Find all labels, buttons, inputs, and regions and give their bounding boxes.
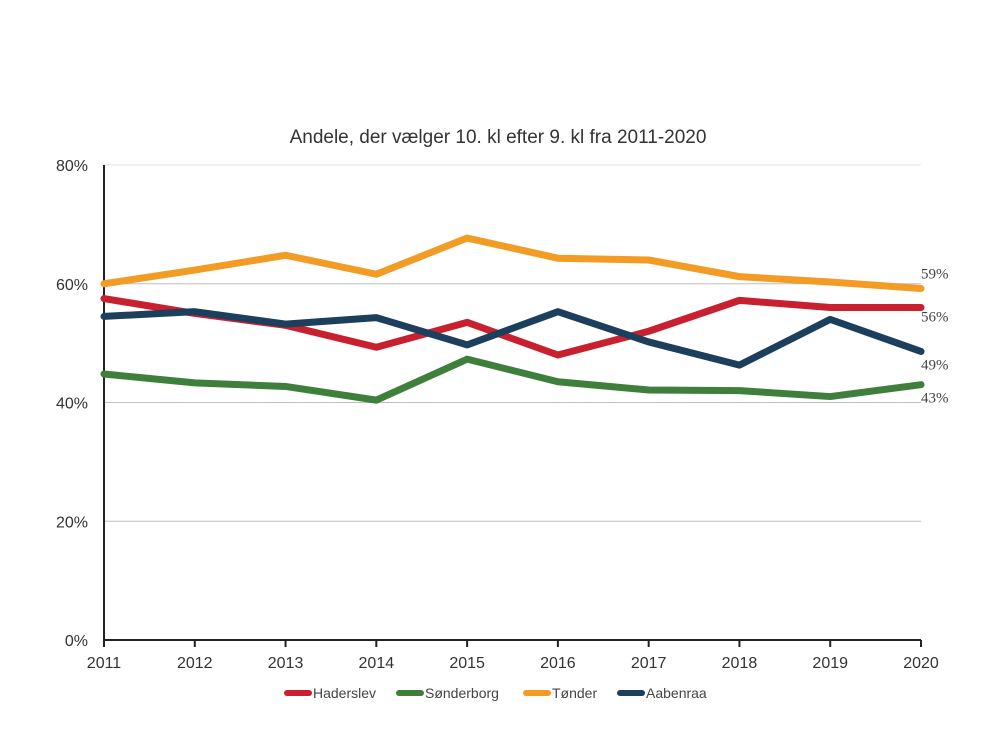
end-value-label: 43% bbox=[921, 391, 949, 407]
legend-item: Sønderborg bbox=[396, 685, 499, 701]
axes: 0% 20% 40% 60% 80% 2011 2012 2013 2014 2015 2016 20… bbox=[56, 158, 939, 672]
x-tick-label: 2011 bbox=[87, 655, 122, 672]
legend-item: Aabenraa bbox=[617, 685, 707, 701]
x-tick-label: 2014 bbox=[359, 655, 395, 672]
y-tick-label: 20% bbox=[56, 514, 88, 531]
legend-label: Haderslev bbox=[313, 685, 376, 701]
x-tick-label: 2013 bbox=[268, 655, 304, 672]
end-labels: 56% 43% 59% 49% bbox=[921, 267, 949, 407]
end-value-label: 49% bbox=[921, 357, 949, 373]
y-tick-label: 80% bbox=[56, 158, 88, 175]
x-tick-label: 2020 bbox=[903, 655, 939, 672]
y-tick-label: 0% bbox=[65, 633, 88, 650]
x-tick-label: 2018 bbox=[722, 655, 758, 672]
chart-title: Andele, der vælger 10. kl efter 9. kl fr… bbox=[290, 127, 707, 148]
legend-label: Aabenraa bbox=[646, 685, 707, 701]
grid bbox=[104, 164, 921, 522]
x-tick-label: 2015 bbox=[449, 655, 485, 672]
legend-item: Haderslev bbox=[284, 685, 376, 701]
legend: Haderslev Sønderborg Tønder Aabenraa bbox=[284, 685, 707, 701]
y-tick-label: 40% bbox=[56, 396, 88, 413]
legend-label: Tønder bbox=[552, 685, 597, 701]
series-lines bbox=[100, 234, 925, 404]
end-value-label: 59% bbox=[921, 267, 949, 283]
series-line-s-nderborg bbox=[100, 355, 925, 404]
series-line-t-nder bbox=[100, 234, 925, 292]
end-value-label: 56% bbox=[921, 310, 949, 326]
y-tick-label: 60% bbox=[56, 277, 88, 294]
x-tick-label: 2016 bbox=[540, 655, 576, 672]
legend-label: Sønderborg bbox=[425, 685, 499, 701]
legend-item: Tønder bbox=[523, 685, 597, 701]
x-tick-label: 2017 bbox=[631, 655, 667, 672]
x-tick-label: 2019 bbox=[812, 655, 848, 672]
x-tick-label: 2012 bbox=[177, 655, 213, 672]
series-line-aabenraa bbox=[100, 308, 925, 369]
